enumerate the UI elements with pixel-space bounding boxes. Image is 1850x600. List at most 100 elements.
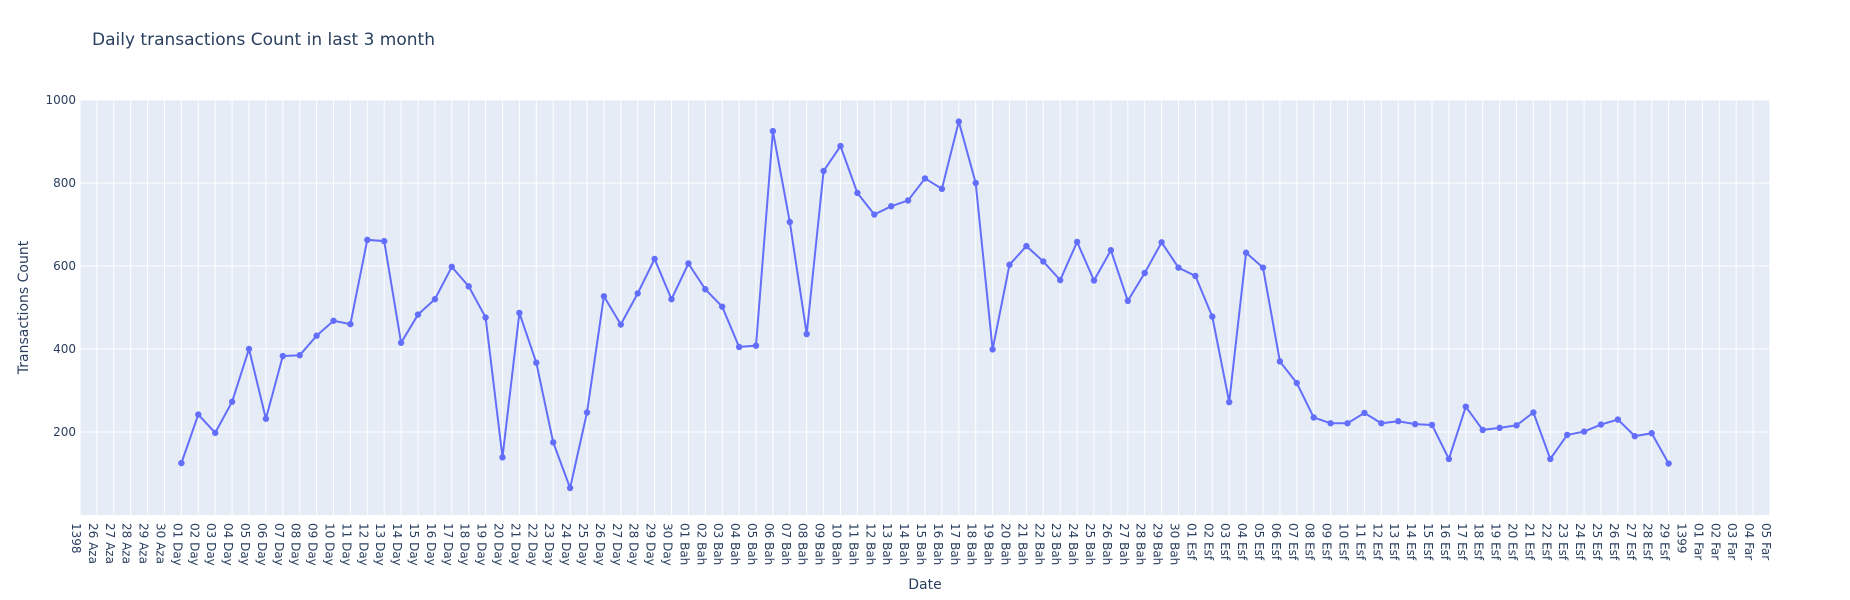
data-point <box>888 203 895 210</box>
x-tick-label: 17 Bah <box>948 523 962 565</box>
chart-title: Daily transactions Count in last 3 month <box>92 30 435 50</box>
x-tick-label: 03 Esf <box>1218 523 1232 561</box>
data-point <box>1175 264 1182 271</box>
data-point <box>989 346 996 353</box>
x-tick-label: 14 Day <box>390 523 404 566</box>
x-tick-label: 16 Day <box>424 523 438 566</box>
x-tick-label: 22 Esf <box>1539 523 1553 561</box>
x-tick-label: 05 Far <box>1759 523 1773 560</box>
x-tick-label: 13 Day <box>373 523 387 566</box>
x-tick-label: 26 Esf <box>1607 523 1621 561</box>
x-tick-label: 18 Day <box>458 523 472 566</box>
x-axis: 1398 26 Aza 27 Aza 28 Aza 29 Aza 30 Aza 01 Day… <box>69 523 1773 566</box>
data-point <box>1209 313 1216 320</box>
x-tick-label: 24 Esf <box>1573 523 1587 561</box>
x-tick-label: 14 Bah <box>897 523 911 565</box>
x-tick-label: 22 Day <box>525 523 539 566</box>
x-tick-label: 23 Day <box>542 523 556 566</box>
x-axis-title: Date <box>908 577 941 593</box>
x-tick-label: 20 Day <box>492 523 506 566</box>
x-tick-label: 02 Esf <box>1201 523 1215 561</box>
data-point <box>1411 420 1419 428</box>
data-point <box>1276 358 1284 365</box>
x-tick-label: 08 Esf <box>1303 523 1317 561</box>
data-point <box>938 185 946 193</box>
data-point <box>1006 261 1013 268</box>
data-point <box>1665 460 1672 467</box>
data-point <box>364 236 371 244</box>
x-tick-label: 07 Bah <box>779 523 793 565</box>
data-point <box>972 179 979 187</box>
data-point <box>195 411 202 418</box>
data-point <box>1344 420 1351 427</box>
x-tick-label: 21 Esf <box>1522 523 1536 561</box>
data-point <box>499 454 506 461</box>
x-tick-label: 21 Bah <box>1015 523 1029 565</box>
data-point <box>212 429 219 437</box>
x-tick-label: 18 Esf <box>1472 523 1486 561</box>
x-tick-label: 03 Bah <box>711 523 725 565</box>
x-tick-label: 10 Bah <box>830 523 844 565</box>
x-tick-label: 29 Esf <box>1658 523 1672 561</box>
x-tick-label: 09 Esf <box>1320 523 1334 561</box>
x-tick-label: 28 Day <box>627 523 641 566</box>
x-tick-label: 27 Esf <box>1624 523 1638 561</box>
data-point <box>820 167 827 175</box>
x-tick-label: 13 Esf <box>1387 523 1401 561</box>
data-point <box>1226 398 1233 406</box>
data-point <box>1564 431 1571 439</box>
x-tick-label: 08 Day <box>289 523 303 566</box>
x-tick-label: 30 Day <box>661 523 675 566</box>
data-point <box>1107 247 1115 254</box>
x-tick-label: 08 Bah <box>796 523 810 565</box>
data-point <box>1023 242 1030 250</box>
x-tick-label: 04 Far <box>1742 523 1756 560</box>
x-tick-label: 12 Day <box>356 523 370 566</box>
data-point <box>719 303 726 310</box>
x-tick-label: 15 Day <box>407 523 421 566</box>
x-tick-label: 04 Bah <box>728 523 742 565</box>
x-tick-label: 19 Bah <box>982 523 996 565</box>
x-tick-label: 01 Day <box>170 523 184 566</box>
x-tick-label: 17 Day <box>441 523 455 566</box>
x-tick-label: 24 Day <box>559 523 573 566</box>
data-point <box>617 321 624 328</box>
data-point <box>752 342 760 349</box>
x-tick-label: 10 Day <box>323 523 337 566</box>
x-tick-label: 20 Esf <box>1506 523 1520 561</box>
x-tick-label: 03 Day <box>204 523 218 566</box>
data-point <box>516 309 523 317</box>
data-point <box>1124 297 1132 305</box>
data-point <box>1327 420 1334 427</box>
y-axis: 200 400 600 800 1000 <box>45 93 76 439</box>
data-point <box>1597 421 1605 428</box>
data-point <box>1259 264 1267 271</box>
x-tick-label: 23 Bah <box>1049 523 1063 565</box>
x-tick-label: 27 Aza <box>103 523 117 564</box>
marker-layer <box>178 118 1672 492</box>
data-point <box>1057 276 1064 284</box>
x-tick-label: 29 Day <box>644 523 658 566</box>
y-axis-title: Transactions Count <box>16 240 32 375</box>
x-tick-label: 12 Bah <box>863 523 877 565</box>
x-tick-label: 28 Aza <box>120 523 134 564</box>
data-point <box>1428 421 1436 429</box>
x-tick-label: 12 Esf <box>1370 523 1384 561</box>
data-point <box>1631 432 1639 440</box>
data-point <box>1547 455 1554 463</box>
y-tick-label: 200 <box>53 425 76 439</box>
x-tick-label: 14 Esf <box>1404 523 1418 561</box>
data-point <box>228 398 236 405</box>
y-tick-label: 1000 <box>45 93 76 107</box>
x-tick-label: 02 Far <box>1708 523 1722 560</box>
data-point <box>1141 269 1148 277</box>
data-point <box>786 218 793 226</box>
data-point <box>871 211 878 218</box>
data-point <box>668 296 675 303</box>
data-point <box>1310 414 1317 421</box>
grid-layer <box>79 99 1771 515</box>
data-point <box>1293 379 1301 387</box>
x-tick-label: 06 Day <box>255 523 269 566</box>
x-tick-label: 06 Bah <box>762 523 776 565</box>
